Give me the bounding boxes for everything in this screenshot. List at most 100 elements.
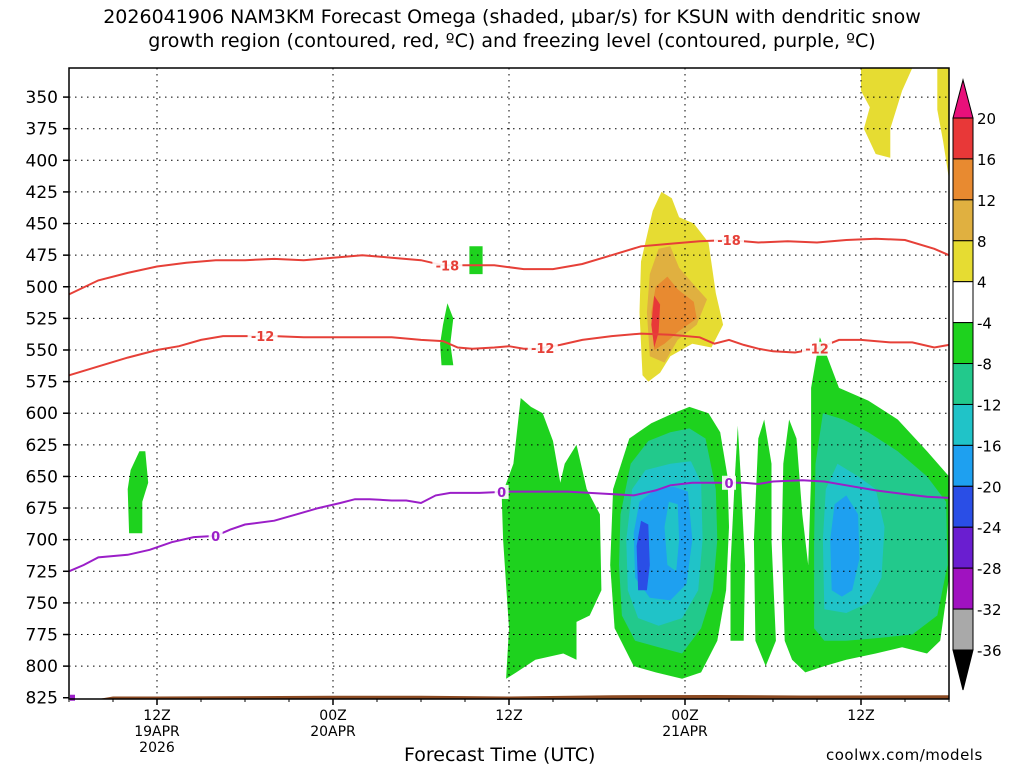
colorbar-under-triangle — [952, 649, 974, 691]
chart-title-line-2: growth region (contoured, red, ºC) and f… — [148, 30, 876, 52]
omega-region — [636, 520, 650, 591]
colorbar-band — [952, 240, 974, 283]
y-tick-label: 525 — [26, 309, 58, 329]
colorbar-tick-label: 12 — [977, 192, 996, 210]
contour-label: 0 — [211, 530, 220, 545]
colorbar-over-triangle — [952, 78, 974, 119]
contour-label: -18 — [436, 259, 460, 274]
y-tick-label: 375 — [26, 120, 58, 140]
colorbar-tick-label: -20 — [977, 478, 1002, 496]
y-tick-label: 700 — [26, 531, 58, 551]
y-tick-label: 550 — [26, 341, 58, 361]
colorbar-tick-label: -8 — [977, 356, 992, 374]
credit-text: coolwx.com/models — [826, 746, 983, 764]
y-tick-label: 600 — [26, 404, 58, 424]
colorbar-band — [952, 322, 974, 365]
colorbar-band — [952, 526, 974, 569]
x-tick-label: 19APR — [134, 724, 180, 740]
colorbar-tick-label: 20 — [977, 110, 996, 128]
contour-label: -12 — [531, 342, 555, 357]
contour-label-bg — [247, 329, 278, 344]
gridlines — [69, 68, 949, 699]
y-tick-label: 425 — [26, 183, 58, 203]
y-tick-label: 500 — [26, 278, 58, 298]
omega-region — [664, 501, 680, 572]
colorbar-band — [952, 281, 974, 324]
colorbar-band — [952, 444, 974, 487]
omega-region — [937, 68, 949, 180]
y-tick-label: 450 — [26, 215, 58, 235]
colorbar-band — [952, 363, 974, 405]
contour-line — [68, 237, 950, 296]
y-tick-label: 350 — [26, 88, 58, 108]
contours: -18 -18 -12 -12 -12 0 0 0 — [68, 232, 950, 573]
omega-region — [469, 246, 483, 275]
freezing-level-marker — [70, 694, 75, 701]
y-tick-label: 575 — [26, 373, 58, 393]
x-tick-label: 00Z — [319, 708, 346, 724]
x-tick-label: 12Z — [143, 708, 170, 724]
omega-region — [440, 303, 454, 366]
colorbar-tick-label: -36 — [977, 642, 1002, 660]
x-tick-label: 20APR — [310, 724, 356, 740]
colorbar-tick-label: 8 — [977, 233, 987, 251]
y-tick-label: 775 — [26, 626, 58, 646]
colorbar-tick-label: 4 — [977, 274, 987, 292]
axes: 350 375 400 425 450 475 500 525 550 575 600 625 650 6… — [26, 88, 950, 756]
y-tick-label: 475 — [26, 246, 58, 266]
colorbar-band — [952, 608, 974, 651]
terrain-fill — [69, 695, 949, 699]
colorbar: 20 16 12 8 4 -4 -8 -12 -16 -20 -24 -28 -32 -36 — [952, 78, 1002, 691]
contour-label: -12 — [251, 330, 275, 345]
colorbar-band — [952, 117, 974, 160]
contour-label: -12 — [805, 343, 829, 358]
colorbar-band — [952, 158, 974, 201]
x-axis-label: Forecast Time (UTC) — [404, 744, 596, 766]
contour-label-bg — [722, 475, 736, 490]
colorbar-band — [952, 199, 974, 242]
omega-region — [730, 425, 746, 641]
contour-label-bg — [494, 484, 509, 499]
contour-label-bg — [802, 341, 832, 356]
chart-title-line-1: 2026041906 NAM3KM Forecast Omega (shaded… — [103, 6, 921, 28]
y-tick-label: 675 — [26, 499, 58, 519]
colorbar-band — [952, 485, 974, 528]
contour-label-bg — [432, 258, 463, 273]
omega-region — [753, 419, 776, 667]
y-tick-label: 650 — [26, 467, 58, 487]
x-tick-label: 00Z — [671, 708, 698, 724]
colorbar-tick-label: -4 — [977, 315, 992, 333]
omega-region — [861, 68, 913, 158]
y-tick-label: 825 — [26, 689, 58, 709]
colorbar-tick-label: 16 — [977, 151, 996, 169]
y-tick-label: 750 — [26, 594, 58, 614]
colorbar-tick-label: -16 — [977, 437, 1002, 455]
colorbar-tick-label: -28 — [977, 560, 1002, 578]
contour-label-bg — [714, 232, 744, 247]
x-tick-label: 12Z — [847, 708, 874, 724]
colorbar-tick-label: -24 — [977, 519, 1002, 537]
omega-region — [651, 276, 697, 350]
x-tick-label: 21APR — [662, 724, 708, 740]
omega-shading — [127, 68, 949, 679]
x-tick-label: 2026 — [139, 740, 175, 756]
colorbar-band — [952, 567, 974, 610]
contour-label-bg — [527, 340, 558, 355]
colorbar-band — [952, 403, 974, 446]
omega-region — [501, 398, 602, 679]
y-tick-label: 400 — [26, 151, 58, 171]
omega-region — [127, 451, 149, 534]
colorbar-tick-label: -12 — [977, 396, 1002, 414]
terrain — [69, 694, 949, 701]
contour-label-bg — [208, 528, 223, 543]
contour-label: 0 — [724, 477, 733, 492]
contour-label: -18 — [717, 234, 741, 249]
colorbar-tick-label: -32 — [977, 601, 1002, 619]
y-tick-label: 725 — [26, 562, 58, 582]
contour-label: 0 — [497, 486, 506, 501]
y-tick-label: 800 — [26, 657, 58, 677]
y-tick-label: 625 — [26, 436, 58, 456]
x-tick-label: 12Z — [495, 708, 522, 724]
